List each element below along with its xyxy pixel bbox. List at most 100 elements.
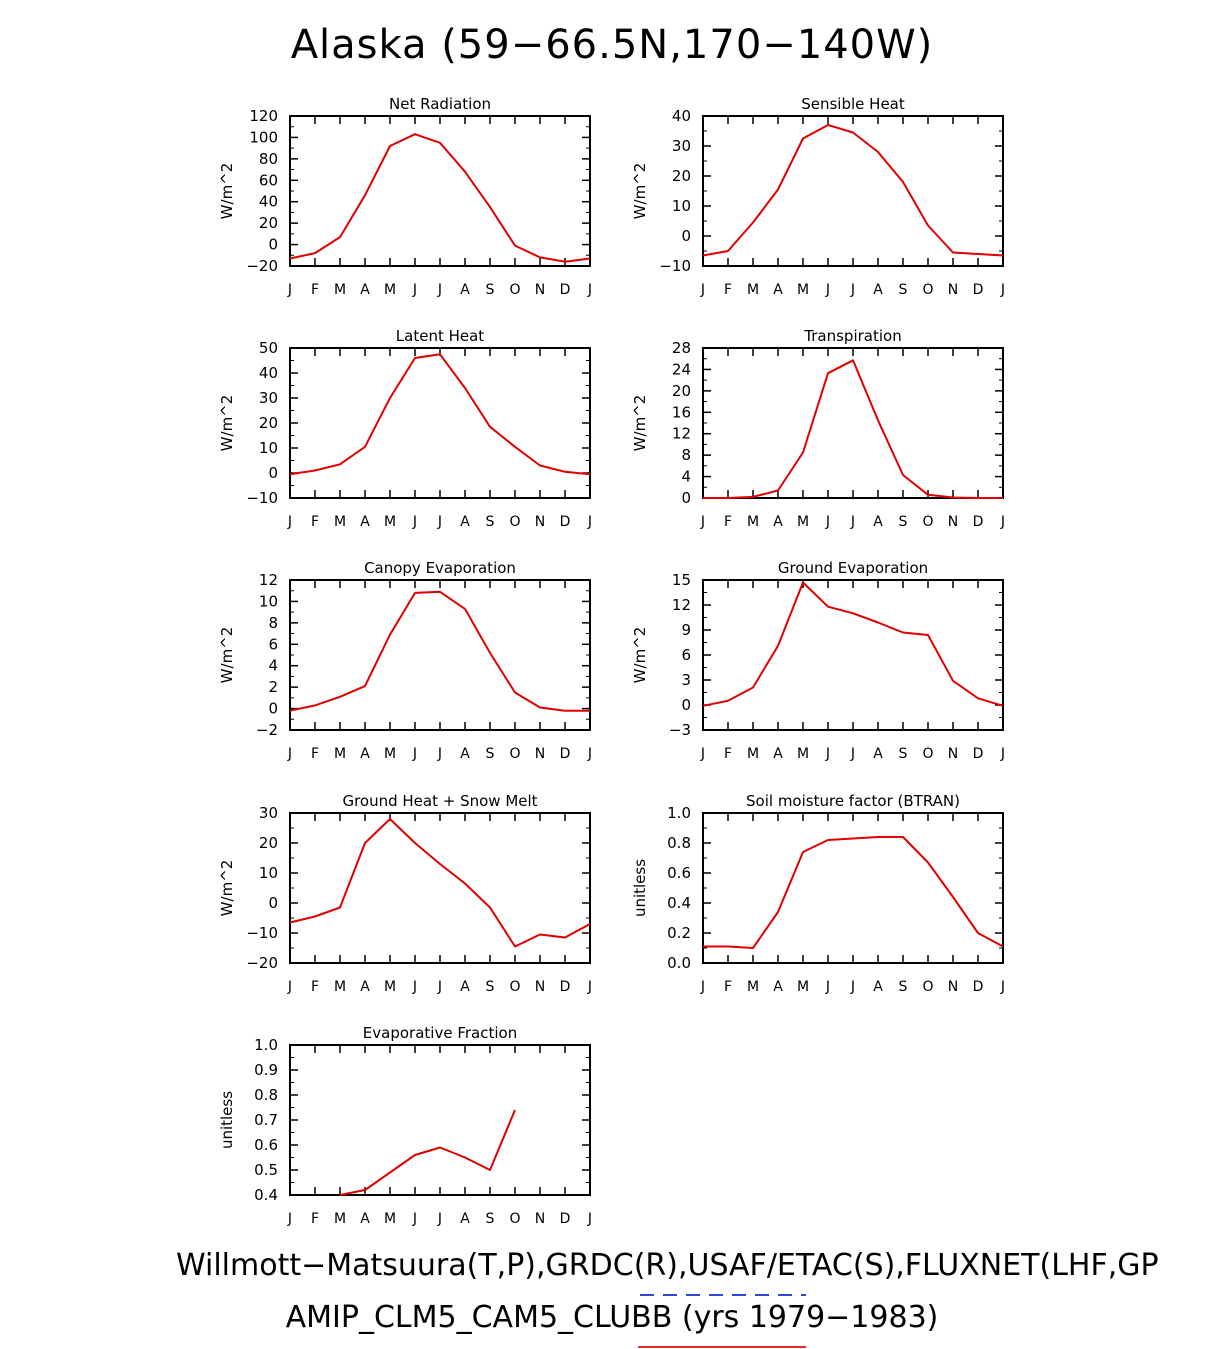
y-axis-label: W/m^2 bbox=[218, 163, 236, 220]
x-tick-label: D bbox=[973, 746, 984, 762]
x-tick-label: O bbox=[509, 746, 520, 762]
x-tick-label: M bbox=[384, 746, 396, 762]
y-axis-label: W/m^2 bbox=[218, 860, 236, 917]
y-tick-label: 2 bbox=[268, 678, 278, 696]
x-tick-label: A bbox=[773, 282, 783, 298]
y-tick-label: 24 bbox=[672, 360, 691, 378]
x-tick-label: J bbox=[1000, 746, 1005, 762]
y-tick-label: 12 bbox=[672, 425, 691, 443]
y-tick-label: 16 bbox=[672, 403, 691, 421]
x-tick-label: F bbox=[311, 979, 319, 995]
x-tick-label: J bbox=[437, 514, 442, 530]
y-tick-label: 0.4 bbox=[667, 894, 691, 912]
y-tick-label: 12 bbox=[259, 571, 278, 589]
y-tick-label: 0.8 bbox=[667, 834, 691, 852]
y-tick-label: 0.9 bbox=[254, 1061, 278, 1079]
y-tick-label: 0 bbox=[681, 489, 691, 507]
x-tick-label: J bbox=[412, 282, 417, 298]
x-tick-label: N bbox=[948, 282, 958, 298]
x-tick-label: J bbox=[287, 979, 292, 995]
y-tick-label: 0 bbox=[681, 227, 691, 245]
x-tick-label: J bbox=[287, 746, 292, 762]
y-tick-label: 15 bbox=[672, 571, 691, 589]
y-tick-label: 9 bbox=[681, 621, 691, 639]
y-tick-label: 20 bbox=[259, 834, 278, 852]
y-tick-label: −10 bbox=[246, 489, 278, 507]
x-tick-label: M bbox=[797, 282, 809, 298]
panel-title: Canopy Evaporation bbox=[364, 559, 516, 577]
x-tick-label: M bbox=[384, 1211, 396, 1227]
y-tick-label: 30 bbox=[672, 137, 691, 155]
y-axis-label: W/m^2 bbox=[631, 627, 649, 684]
x-tick-label: J bbox=[850, 282, 855, 298]
x-tick-label: J bbox=[700, 514, 705, 530]
x-tick-label: O bbox=[922, 514, 933, 530]
y-tick-label: 0.6 bbox=[254, 1136, 278, 1154]
y-tick-label: 40 bbox=[259, 364, 278, 382]
x-tick-label: M bbox=[334, 979, 346, 995]
x-tick-label: J bbox=[1000, 514, 1005, 530]
x-tick-label: D bbox=[973, 282, 984, 298]
x-tick-label: J bbox=[412, 514, 417, 530]
y-tick-label: 40 bbox=[259, 193, 278, 211]
y-tick-label: 3 bbox=[681, 671, 691, 689]
x-tick-label: A bbox=[873, 282, 883, 298]
y-tick-label: 10 bbox=[259, 592, 278, 610]
x-tick-label: A bbox=[360, 514, 370, 530]
x-tick-label: M bbox=[334, 514, 346, 530]
y-tick-label: −20 bbox=[246, 257, 278, 275]
y-tick-label: 1.0 bbox=[667, 804, 691, 822]
y-tick-label: 8 bbox=[268, 614, 278, 632]
y-tick-label: 80 bbox=[259, 150, 278, 168]
x-tick-label: F bbox=[311, 514, 319, 530]
x-tick-label: D bbox=[973, 979, 984, 995]
y-tick-label: 20 bbox=[259, 414, 278, 432]
x-tick-label: J bbox=[587, 1211, 592, 1227]
y-tick-label: 30 bbox=[259, 804, 278, 822]
plot-frame bbox=[289, 1044, 591, 1196]
y-axis-label: unitless bbox=[218, 1091, 236, 1149]
x-tick-label: F bbox=[724, 514, 732, 530]
x-tick-label: J bbox=[587, 282, 592, 298]
x-tick-label: F bbox=[311, 282, 319, 298]
x-tick-label: J bbox=[825, 979, 830, 995]
y-tick-label: 4 bbox=[268, 657, 278, 675]
x-tick-label: N bbox=[948, 514, 958, 530]
panel-title: Net Radiation bbox=[389, 95, 491, 113]
x-tick-label: S bbox=[899, 514, 908, 530]
x-tick-label: D bbox=[560, 514, 571, 530]
x-tick-label: J bbox=[700, 282, 705, 298]
y-tick-label: 28 bbox=[672, 339, 691, 357]
y-tick-label: −10 bbox=[659, 257, 691, 275]
x-tick-label: M bbox=[747, 282, 759, 298]
y-axis-label: W/m^2 bbox=[631, 163, 649, 220]
x-tick-label: S bbox=[486, 979, 495, 995]
x-tick-label: O bbox=[509, 514, 520, 530]
x-tick-label: A bbox=[873, 979, 883, 995]
x-tick-label: F bbox=[724, 282, 732, 298]
x-tick-label: F bbox=[724, 979, 732, 995]
x-tick-label: F bbox=[311, 1211, 319, 1227]
x-tick-label: J bbox=[700, 746, 705, 762]
x-tick-label: M bbox=[384, 979, 396, 995]
y-tick-label: 10 bbox=[672, 197, 691, 215]
y-tick-label: 40 bbox=[672, 107, 691, 125]
y-tick-label: 12 bbox=[672, 596, 691, 614]
panel-title: Ground Evaporation bbox=[778, 559, 928, 577]
y-tick-label: −2 bbox=[256, 721, 278, 739]
y-tick-label: 20 bbox=[672, 167, 691, 185]
y-tick-label: 20 bbox=[672, 382, 691, 400]
y-tick-label: 0.2 bbox=[667, 924, 691, 942]
x-tick-label: J bbox=[437, 1211, 442, 1227]
x-tick-label: S bbox=[486, 746, 495, 762]
x-tick-label: J bbox=[700, 979, 705, 995]
x-tick-label: A bbox=[460, 746, 470, 762]
x-tick-label: J bbox=[825, 746, 830, 762]
y-axis-label: W/m^2 bbox=[218, 395, 236, 452]
plot-frame bbox=[289, 812, 591, 964]
